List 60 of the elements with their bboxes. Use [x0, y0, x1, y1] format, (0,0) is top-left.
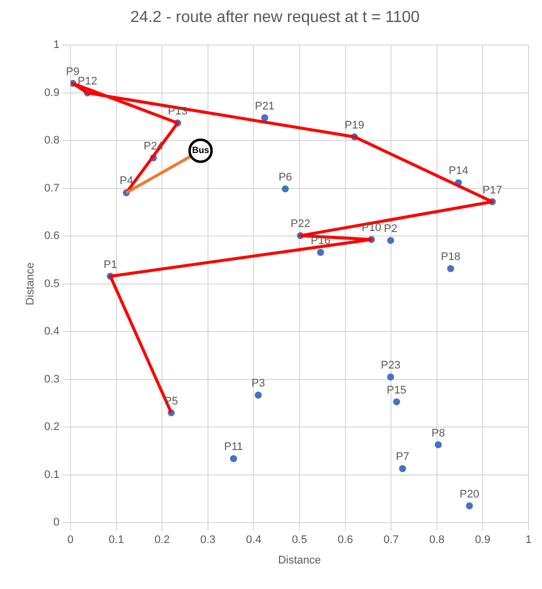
annotation: P9: [66, 66, 80, 78]
x-tick-label: 0.7: [383, 534, 399, 546]
point: [466, 502, 473, 510]
y-tick-label: 0: [53, 516, 60, 529]
annotation: P6: [278, 171, 292, 184]
x-tick-label: 1: [525, 534, 532, 546]
x-axis-title: Distance: [278, 554, 321, 566]
x-tick-label: 0.8: [429, 534, 445, 546]
y-tick-label: 0.5: [44, 278, 60, 290]
point: [261, 114, 268, 122]
annotation: P16: [310, 234, 330, 247]
annotation: P17: [482, 184, 502, 196]
annotation: P1: [104, 258, 118, 271]
point: [434, 441, 442, 448]
y-tick-label: 0.6: [44, 230, 60, 242]
annotation: P10: [362, 222, 382, 234]
x-tick-label: 0.3: [200, 534, 216, 546]
y-tick-label: 0.1: [44, 468, 60, 481]
x-tick-label: 0.5: [292, 534, 308, 546]
point: [393, 398, 400, 406]
series-label: Bus: [192, 145, 210, 156]
x-tick-label: 0.4: [246, 534, 262, 546]
annotation: P3: [252, 378, 266, 390]
point: [230, 455, 238, 462]
x-tick-label: 0: [67, 534, 74, 546]
annotation: P14: [448, 165, 468, 178]
y-tick-label: 0.3: [44, 373, 60, 386]
annotation: P2: [384, 222, 398, 235]
annotation: P22: [290, 218, 310, 230]
point: [387, 236, 394, 244]
y-axis-title: Distance: [24, 262, 37, 306]
y-tick-label: 0.4: [44, 326, 60, 338]
annotation: P12: [78, 75, 98, 88]
x-tick-label: 0.2: [154, 534, 170, 546]
annotation: P11: [224, 441, 243, 454]
annotation: P23: [380, 360, 400, 372]
annotation: P8: [432, 427, 446, 440]
point: [317, 248, 324, 256]
annotation: P15: [386, 384, 406, 396]
annotation: P13: [168, 106, 188, 118]
x-tick-label: 0.1: [108, 534, 124, 546]
y-tick-label: 0.2: [44, 421, 60, 434]
annotation: P20: [460, 488, 480, 500]
y-tick-label: 0.8: [44, 134, 60, 147]
annotation: P4: [120, 175, 134, 188]
point: [399, 465, 406, 472]
y-tick-label: 0.7: [44, 182, 60, 194]
y-tick-label: 0.9: [44, 86, 60, 99]
point: [387, 373, 394, 380]
annotation: P19: [344, 119, 364, 132]
point: [447, 265, 454, 272]
point: [254, 392, 262, 399]
annotation: P7: [396, 451, 410, 464]
annotation: P18: [440, 251, 460, 264]
chart-title: 24.2 - route after new request at t = 1100: [130, 9, 420, 26]
x-tick-label: 0.9: [475, 534, 490, 546]
x-tick-label: 0.6: [338, 534, 353, 546]
annotation: P21: [254, 100, 274, 112]
point: [282, 185, 289, 192]
y-tick-label: 1: [53, 39, 60, 52]
